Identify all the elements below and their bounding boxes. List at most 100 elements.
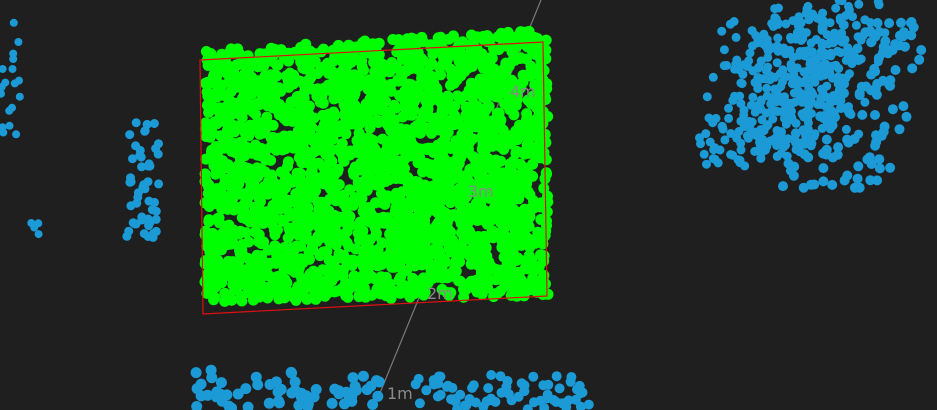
selected-point [294,184,306,196]
range-label-2m: 2m [427,284,453,303]
selected-point [341,226,353,237]
selected-point [542,196,554,208]
selected-point [465,49,477,61]
point [872,175,883,186]
selected-point [211,79,222,91]
selected-point [467,236,479,247]
selected-point [327,236,339,248]
selected-point [409,260,421,272]
selected-point [304,168,316,180]
point [202,389,214,401]
point [815,70,826,81]
selected-point [514,82,526,94]
selected-point [521,139,533,151]
selected-point [314,96,326,108]
selected-point [238,161,250,173]
point [513,391,524,402]
selected-point [332,166,343,178]
selected-point [404,88,416,100]
point [12,130,21,139]
selected-point [246,88,258,100]
point [718,124,728,134]
point [496,387,507,398]
point [885,75,896,86]
point [732,55,742,65]
selected-point [303,122,315,134]
point [754,62,764,72]
point [836,48,846,58]
selected-point [451,43,463,54]
selected-point [487,73,499,85]
point [736,78,746,88]
point [522,404,533,410]
point [773,85,782,94]
point [757,115,767,125]
selected-point [222,159,234,171]
selected-point [342,291,354,303]
selected-point [412,157,424,169]
point [429,379,439,390]
point [702,159,711,169]
selected-point [450,255,462,267]
selected-point [419,286,431,298]
selected-point [251,143,263,155]
selected-point [220,176,232,188]
point [887,104,898,115]
point [769,134,779,144]
point [516,378,527,389]
point [787,98,797,108]
point [289,376,301,388]
selected-point [316,231,328,243]
point [778,77,787,87]
selected-point [266,92,278,104]
point [242,401,254,410]
point [834,63,844,73]
range-label-3m: 3m [468,182,494,201]
selected-point [400,64,412,76]
selected-point [519,203,531,215]
selected-point [320,274,332,286]
selected-point [541,206,553,218]
point [9,18,18,27]
selected-point [450,135,462,147]
selected-point [378,288,390,300]
point [731,32,741,42]
selected-point [537,272,549,284]
selected-point [523,236,535,248]
selected-point [279,52,290,64]
selected-point [491,265,503,277]
selected-point [477,139,489,151]
selected-point [425,142,437,154]
selected-point [353,181,365,193]
point [836,87,846,97]
selected-point [527,272,539,284]
bounding-box[interactable] [199,41,548,315]
selected-point [444,63,456,75]
selected-point [368,56,380,68]
selected-point [279,292,290,304]
point [8,65,17,73]
point [851,20,861,30]
selected-point [524,189,536,201]
selected-point [363,172,375,183]
point [270,376,282,388]
point [776,148,786,158]
point [788,16,798,26]
selected-point [248,272,260,284]
point [357,370,369,382]
selected-point [200,225,212,237]
point [551,397,562,407]
selected-point [393,75,405,87]
point [503,389,514,399]
selected-point [397,53,408,65]
point [719,61,729,71]
selected-point [408,126,420,138]
selected-point [538,255,550,267]
selected-point [266,272,278,284]
point [907,63,918,74]
point [758,134,768,144]
selected-point [309,84,321,96]
selected-point [293,263,305,274]
